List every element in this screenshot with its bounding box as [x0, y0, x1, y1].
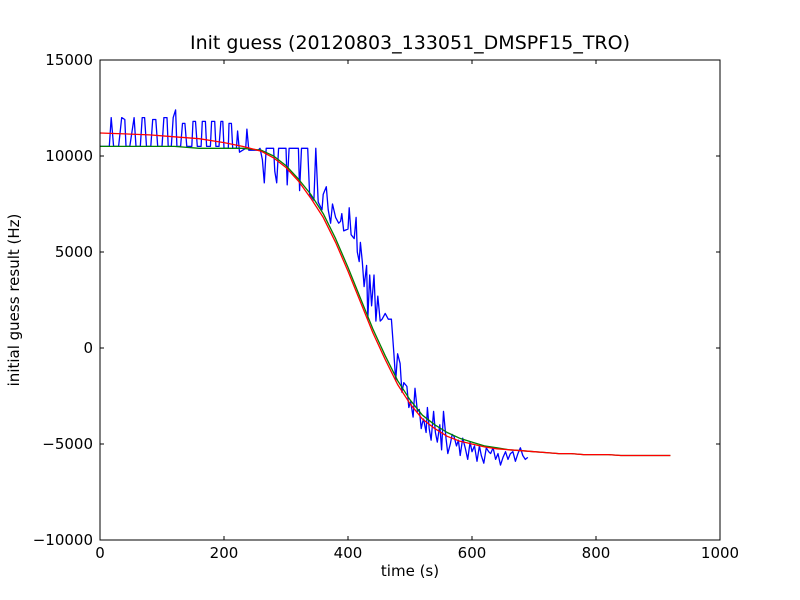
series-line-2 — [100, 145, 671, 457]
x-axis-label: time (s) — [381, 562, 439, 580]
series-line-3 — [100, 132, 671, 457]
ticks-layer: 0 200 400 600 800 1000 −10000 −5000 0 5000 10000 15… — [33, 51, 739, 562]
x-tick-label: 1000 — [701, 544, 739, 562]
series-line-1 — [100, 109, 529, 466]
y-axis-label: initial guess result (Hz) — [5, 214, 23, 387]
x-tick-label: 600 — [458, 544, 487, 562]
y-tick-label: 5000 — [55, 243, 93, 261]
y-tick-label: −10000 — [33, 531, 93, 549]
series-layer — [100, 109, 671, 466]
chart-title: Init guess (20120803_133051_DMSPF15_TRO) — [190, 32, 630, 54]
y-tick-label: 10000 — [45, 147, 93, 165]
x-tick-label: 400 — [334, 544, 363, 562]
x-tick-label: 0 — [95, 544, 105, 562]
y-tick-label: −5000 — [42, 435, 93, 453]
y-tick-label: 15000 — [45, 51, 93, 69]
plot-frame — [99, 59, 721, 541]
plot-area: 0 200 400 600 800 1000 −10000 −5000 0 5000 10000 15… — [33, 51, 739, 562]
x-tick-label: 800 — [582, 544, 611, 562]
x-tick-label: 200 — [210, 544, 239, 562]
y-tick-label: 0 — [83, 339, 93, 357]
